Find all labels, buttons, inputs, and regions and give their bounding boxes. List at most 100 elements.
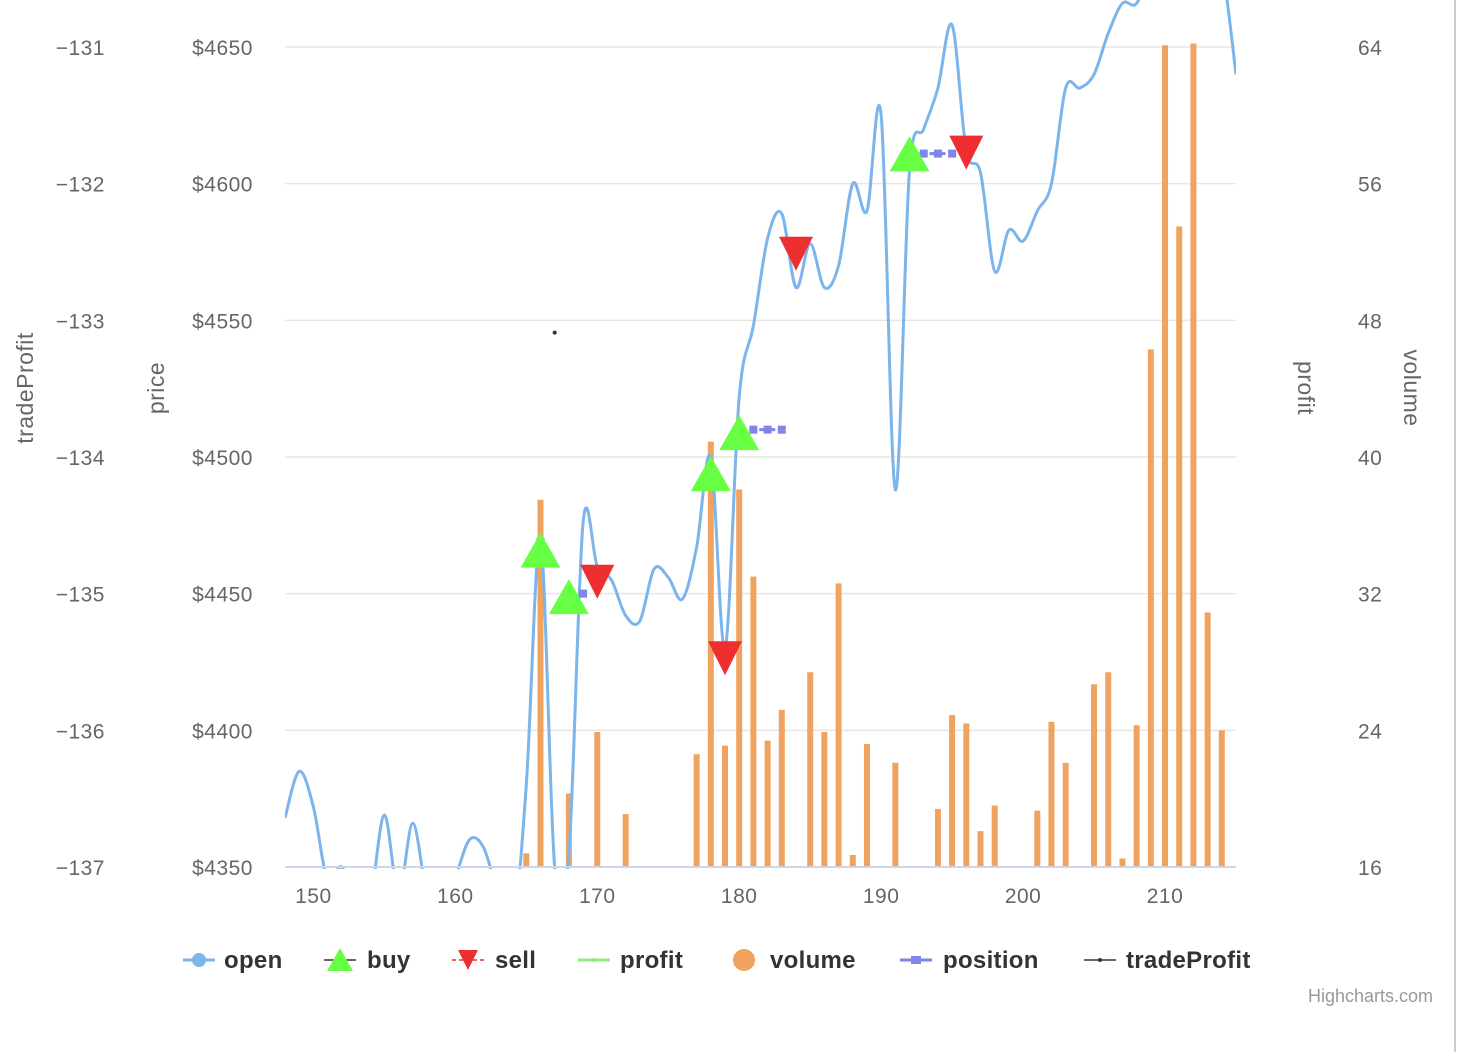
tradeprofit-point: [552, 330, 557, 335]
legend-item-sell[interactable]: sell: [452, 947, 536, 974]
legend-item-open[interactable]: open: [183, 947, 283, 974]
sell-marker: [580, 564, 615, 599]
volume-bar: [693, 754, 700, 867]
position-marker: [933, 149, 942, 158]
volume-tick-label: 32: [1358, 584, 1382, 607]
volume-bar: [949, 714, 956, 867]
open-line-path: [285, 0, 1236, 869]
volume-bar: [849, 855, 856, 867]
legend-label-volume: volume: [770, 947, 856, 974]
price-tick-label: $4450: [192, 584, 253, 607]
buy-markers: [520, 136, 930, 615]
volume-bar: [1119, 858, 1126, 867]
position-marker: [579, 589, 588, 598]
legend-item-tradeprofit[interactable]: tradeProfit: [1084, 947, 1251, 974]
position-markers: [536, 149, 957, 598]
volume-bar: [1105, 672, 1112, 867]
volume-bar: [736, 489, 743, 867]
volume-bar: [821, 732, 828, 867]
x-tick-label: 210: [1147, 885, 1184, 908]
legend-label-profit: profit: [620, 947, 683, 974]
volume-bar: [750, 576, 757, 867]
gridlines: [285, 46, 1236, 732]
legend-label-tradeprofit: tradeProfit: [1126, 947, 1251, 974]
volume-bar: [1204, 612, 1211, 867]
volume-bar: [1218, 730, 1225, 867]
volume-bar: [1176, 226, 1183, 867]
legend-symbol-marker: [733, 949, 755, 971]
price-tick-label: $4500: [192, 447, 253, 470]
price-tick-label: $4650: [192, 37, 253, 60]
volume-bar: [1062, 762, 1069, 867]
volume-bar: [523, 853, 530, 867]
tradeprofit-tick-label: −137: [56, 857, 105, 880]
open-line: [285, 0, 1236, 869]
tradeprofit-tick-label: −133: [56, 310, 105, 333]
volume-bar: [1034, 810, 1041, 867]
tradeprofit-tick-label: −132: [56, 174, 105, 197]
buy-marker: [690, 456, 731, 492]
volume-bar: [963, 723, 970, 867]
legend-symbol-marker: [1098, 958, 1102, 962]
volume-bar: [622, 814, 629, 867]
sell-marker: [949, 135, 984, 170]
volume-bars: [523, 43, 1225, 868]
position-marker: [919, 149, 928, 158]
x-tick-label: 150: [295, 885, 332, 908]
price-tick-label: $4350: [192, 857, 253, 880]
legend-label-open: open: [224, 947, 283, 974]
volume-bar: [991, 805, 998, 867]
legend-label-buy: buy: [367, 947, 411, 974]
buy-marker: [719, 415, 760, 451]
tradeprofit-tick-label: −136: [56, 720, 105, 743]
legend-item-position[interactable]: position: [900, 947, 1039, 974]
profit-axis-title: profit: [1293, 361, 1319, 415]
tradeprofit-tick-label: −134: [56, 447, 105, 470]
legend-item-volume[interactable]: volume: [733, 947, 856, 974]
volume-bar: [594, 732, 601, 867]
volume-bar: [764, 740, 771, 867]
tradeprofit-tick-label: −135: [56, 584, 105, 607]
volume-bar: [1133, 725, 1140, 867]
legend-symbol-marker: [592, 958, 596, 962]
position-marker: [749, 425, 758, 434]
buy-marker: [520, 532, 561, 568]
volume-tick-label: 16: [1358, 857, 1382, 880]
legend-symbol-marker: [458, 950, 478, 970]
price-axis-title: price: [143, 362, 169, 414]
volume-tick-label: 24: [1358, 720, 1382, 743]
trade-profit-points: [552, 330, 557, 335]
volume-bar: [722, 745, 729, 867]
tradeprofit-axis-title: tradeProfit: [12, 332, 38, 444]
sell-marker: [708, 641, 743, 676]
legend-item-buy[interactable]: buy: [324, 947, 411, 974]
price-tick-label: $4400: [192, 720, 253, 743]
volume-bar: [1190, 43, 1197, 868]
volume-bar: [537, 499, 544, 867]
position-marker: [948, 149, 957, 158]
legend: open buy sell profit volume position tradeProf…: [183, 947, 1251, 974]
legend-symbol-marker: [192, 953, 206, 967]
x-tick-label: 160: [437, 885, 474, 908]
tick-labels: −131 −132 −133 −134 −135 −136 −137 $4650 $4600 $4…: [56, 37, 1382, 908]
volume-bar: [1147, 349, 1154, 867]
price-tick-label: $4600: [192, 174, 253, 197]
legend-label-position: position: [943, 947, 1039, 974]
tradeprofit-tick-label: −131: [56, 37, 105, 60]
buy-marker: [889, 136, 930, 172]
legend-label-sell: sell: [495, 947, 536, 974]
legend-item-profit[interactable]: profit: [578, 947, 683, 974]
legend-symbol-marker: [911, 956, 921, 964]
position-marker: [763, 425, 772, 434]
sell-markers: [580, 135, 984, 676]
volume-bar: [892, 762, 899, 867]
volume-tick-label: 64: [1358, 37, 1382, 60]
x-tick-label: 180: [721, 885, 758, 908]
axes: tradeProfit price profit volume: [12, 332, 1425, 444]
x-tick-label: 190: [863, 885, 900, 908]
legend-symbol-marker: [327, 948, 353, 971]
volume-tick-label: 56: [1358, 174, 1382, 197]
credits[interactable]: Highcharts.com: [1308, 986, 1433, 1006]
volume-bar: [1162, 45, 1169, 867]
